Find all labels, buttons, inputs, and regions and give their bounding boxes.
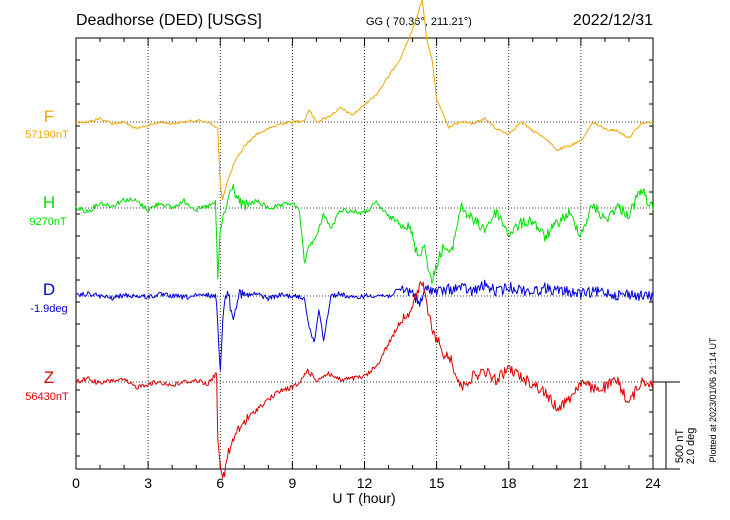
series-line-H: [75, 183, 654, 284]
x-tick-labels: 0 3 6 9 12 15 18 21 24: [72, 475, 661, 491]
plotted-at-label: Plotted at 2023/01/06 21:14 UT: [708, 337, 718, 463]
date-label: 2022/12/31: [573, 12, 653, 29]
x-axis-label: U T (hour): [332, 490, 395, 506]
gridlines: [76, 38, 653, 469]
x-tick-label: 15: [429, 475, 445, 491]
x-tick-label: 18: [501, 475, 517, 491]
scale-deg-label: 2.0 deg: [685, 428, 697, 465]
x-tick-label: 6: [216, 475, 224, 491]
baseline-label-D: -1.9deg: [30, 303, 67, 315]
x-tick-label: 9: [288, 475, 296, 491]
x-tick-label: 12: [357, 475, 373, 491]
series-group: [75, 0, 654, 479]
coords-label: GG ( 70.36°, 211.21°): [366, 16, 472, 28]
axis-ticks: [75, 38, 654, 469]
series-line-Z: [75, 281, 654, 479]
series-label-F: F: [44, 107, 54, 126]
series-line-D: [75, 279, 654, 371]
x-tick-label: 3: [144, 475, 152, 491]
x-tick-label: 24: [645, 475, 661, 491]
baseline-label-Z: 56430nT: [25, 391, 69, 403]
scale-nt-label: 500 nT: [674, 429, 686, 464]
series-label-H: H: [43, 193, 55, 212]
x-tick-label: 21: [573, 475, 589, 491]
x-tick-label: 0: [72, 475, 80, 491]
baseline-label-H: 9270nT: [29, 216, 67, 228]
baseline-label-F: 57190nT: [25, 129, 69, 141]
station-title: Deadhorse (DED) [USGS]: [76, 12, 262, 29]
series-line-F: [75, 0, 654, 201]
series-label-Z: Z: [44, 368, 54, 387]
series-label-D: D: [43, 280, 55, 299]
